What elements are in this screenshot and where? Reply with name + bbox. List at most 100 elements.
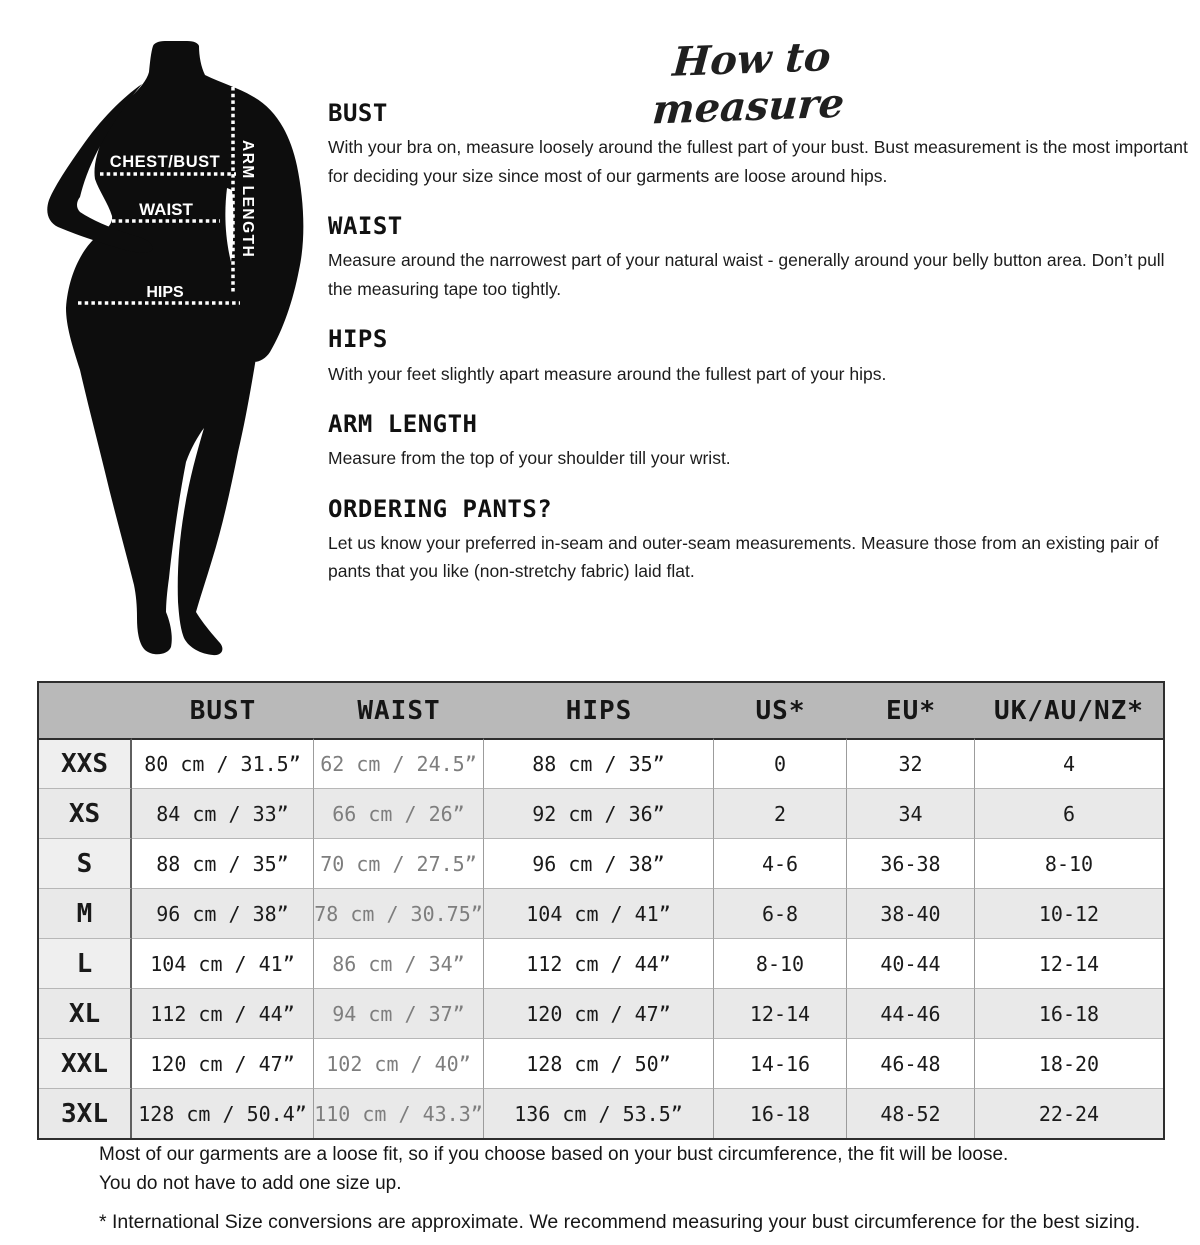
eu-size: 34 [847,788,975,838]
waist-value: 110 cm / 43.3” [314,1088,484,1138]
bust-value: 112 cm / 44” [132,988,314,1038]
eu-size: 40-44 [847,938,975,988]
section-body: Measure around the narrowest part of you… [328,250,1165,299]
size-label: 3XL [39,1088,132,1138]
eu-size: 46-48 [847,1038,975,1088]
section-body: Let us know your preferred in-seam and o… [328,533,1159,582]
waist-value: 78 cm / 30.75” [314,888,484,938]
bust-value: 88 cm / 35” [132,838,314,888]
header-cell-us: US* [714,683,847,738]
size-label: L [39,938,132,988]
section-heading: ORDERING PANTS? [328,494,553,523]
header-cell-size [39,683,132,738]
header-cell-waist: WAIST [314,683,484,738]
section-body: Measure from the top of your shoulder ti… [328,448,731,469]
size-label: M [39,888,132,938]
loose-fit-note: Most of our garments are a loose fit, so… [99,1141,1008,1198]
uk-size: 6 [975,788,1163,838]
hips-value: 120 cm / 47” [484,988,714,1038]
eu-size: 32 [847,738,975,788]
size-label: XXS [39,738,132,788]
hips-value: 128 cm / 50” [484,1038,714,1088]
us-size: 6-8 [714,888,847,938]
header-cell-bust: BUST [132,683,314,738]
us-size: 2 [714,788,847,838]
table-row: M 96 cm / 38” 78 cm / 30.75” 104 cm / 41… [39,888,1163,938]
bust-value: 120 cm / 47” [132,1038,314,1088]
us-size: 0 [714,738,847,788]
loose-fit-line-2: You do not have to add one size up. [99,1172,402,1194]
uk-size: 10-12 [975,888,1163,938]
hips-value: 112 cm / 44” [484,938,714,988]
table-row: 3XL 128 cm / 50.4” 110 cm / 43.3” 136 cm… [39,1088,1163,1138]
hips-value: 92 cm / 36” [484,788,714,838]
eu-size: 38-40 [847,888,975,938]
uk-size: 22-24 [975,1088,1163,1138]
uk-size: 8-10 [975,838,1163,888]
table-row: S 88 cm / 35” 70 cm / 27.5” 96 cm / 38” … [39,838,1163,888]
uk-size: 18-20 [975,1038,1163,1088]
waist-value: 66 cm / 26” [314,788,484,838]
hips-value: 88 cm / 35” [484,738,714,788]
section-body: With your bra on, measure loosely around… [328,137,1188,186]
section-body: With your feet slightly apart measure ar… [328,363,887,384]
size-label: XS [39,788,132,838]
table-header-row: BUST WAIST HIPS US* EU* UK/AU/NZ* [39,683,1163,738]
hips-value: 136 cm / 53.5” [484,1088,714,1138]
waist-value: 62 cm / 24.5” [314,738,484,788]
hips-value: 96 cm / 38” [484,838,714,888]
instruction-section-bust: BUST With your bra on, measure loosely a… [328,100,1190,190]
instruction-section-hips: HIPS With your feet slightly apart measu… [328,326,1190,388]
bust-value: 96 cm / 38” [132,888,314,938]
body-measurement-figure: CHEST/BUST WAIST HIPS ARM LENGTH [47,41,304,656]
eu-size: 44-46 [847,988,975,1038]
table-row: L 104 cm / 41” 86 cm / 34” 112 cm / 44” … [39,938,1163,988]
bust-value: 104 cm / 41” [132,938,314,988]
uk-size: 4 [975,738,1163,788]
us-size: 4-6 [714,838,847,888]
hips-value: 104 cm / 41” [484,888,714,938]
section-heading: HIPS [328,325,388,354]
uk-size: 16-18 [975,988,1163,1038]
section-heading: WAIST [328,212,403,241]
table-row: XL 112 cm / 44” 94 cm / 37” 120 cm / 47”… [39,988,1163,1038]
eu-size: 48-52 [847,1088,975,1138]
size-chart-table: BUST WAIST HIPS US* EU* UK/AU/NZ* XXS 80… [37,681,1165,1140]
bust-value: 128 cm / 50.4” [132,1088,314,1138]
header-cell-uk: UK/AU/NZ* [975,683,1163,738]
waist-label: WAIST [139,200,193,219]
bust-value: 80 cm / 31.5” [132,738,314,788]
bust-value: 84 cm / 33” [132,788,314,838]
table-row: XXL 120 cm / 47” 102 cm / 40” 128 cm / 5… [39,1038,1163,1088]
conversion-note: * International Size conversions are app… [99,1211,1141,1233]
eu-size: 36-38 [847,838,975,888]
table-row: XS 84 cm / 33” 66 cm / 26” 92 cm / 36” 2… [39,788,1163,838]
us-size: 8-10 [714,938,847,988]
table-row: XXS 80 cm / 31.5” 62 cm / 24.5” 88 cm / … [39,738,1163,788]
hips-label: HIPS [146,284,184,301]
section-heading: BUST [328,99,388,127]
header-cell-hips: HIPS [484,683,714,738]
arm-length-label: ARM LENGTH [239,140,256,258]
waist-value: 102 cm / 40” [314,1038,484,1088]
header-cell-eu: EU* [847,683,975,738]
body-silhouette [66,41,304,656]
us-size: 12-14 [714,988,847,1038]
left-arm-silhouette [47,84,153,253]
waist-value: 94 cm / 37” [314,988,484,1038]
section-heading: ARM LENGTH [328,409,478,438]
measure-instructions: BUST With your bra on, measure loosely a… [328,100,1190,609]
instruction-section-waist: WAIST Measure around the narrowest part … [328,213,1190,303]
us-size: 16-18 [714,1088,847,1138]
waist-value: 86 cm / 34” [314,938,484,988]
chest-bust-label: CHEST/BUST [110,153,220,171]
us-size: 14-16 [714,1038,847,1088]
size-label: S [39,838,132,888]
uk-size: 12-14 [975,938,1163,988]
instruction-section-arm-length: ARM LENGTH Measure from the top of your … [328,409,1190,473]
size-label: XXL [39,1038,132,1088]
size-label: XL [39,988,132,1038]
instruction-section-ordering-pants: ORDERING PANTS? Let us know your preferr… [328,494,1190,586]
waist-value: 70 cm / 27.5” [314,838,484,888]
